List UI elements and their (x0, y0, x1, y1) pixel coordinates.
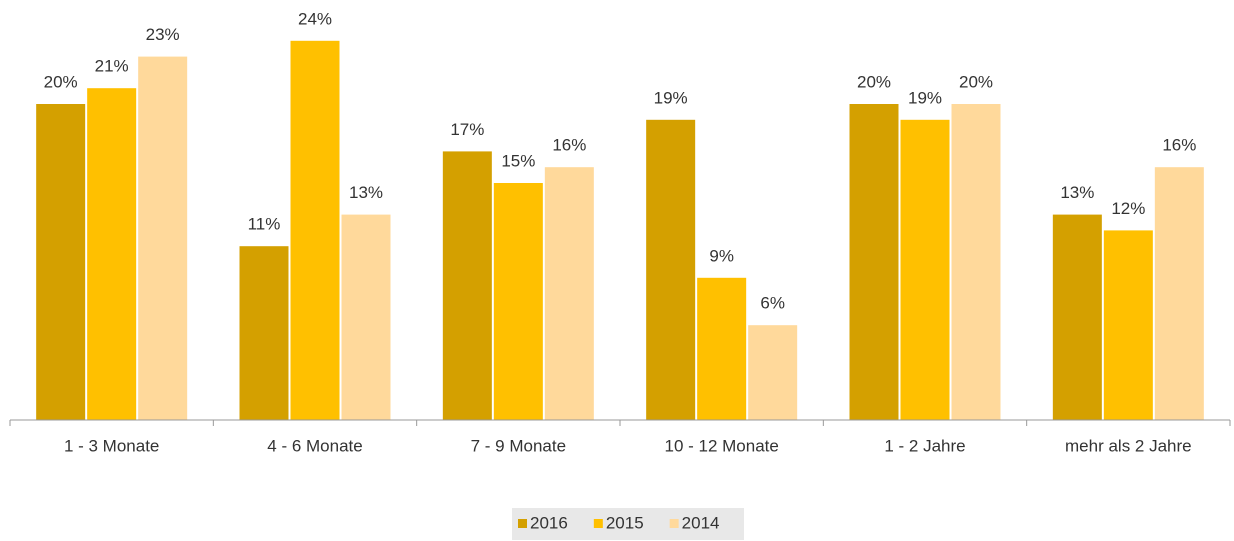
data-label: 12% (1111, 199, 1145, 218)
data-label: 21% (95, 57, 129, 76)
data-label: 13% (349, 183, 383, 202)
data-label: 11% (248, 215, 281, 234)
x-tick-label: 1 - 2 Jahre (884, 436, 965, 455)
data-label: 23% (146, 25, 180, 44)
bar (1052, 214, 1102, 420)
x-tick-label: 4 - 6 Monate (267, 436, 362, 455)
legend-label: 2016 (530, 513, 568, 532)
bar (87, 88, 137, 420)
data-label: 16% (1162, 136, 1196, 155)
bar (493, 183, 543, 420)
bar (646, 119, 696, 421)
x-tick-label: mehr als 2 Jahre (1065, 436, 1192, 455)
bar (697, 277, 747, 420)
legend-label: 2014 (682, 513, 720, 532)
legend-label: 2015 (606, 513, 644, 532)
legend-swatch (593, 519, 603, 528)
bar (748, 325, 798, 420)
bar (951, 104, 1001, 420)
data-label: 20% (44, 72, 78, 91)
bar (1103, 230, 1153, 420)
bar (442, 151, 492, 420)
bar (1154, 167, 1204, 420)
x-tick-label: 1 - 3 Monate (64, 436, 159, 455)
bar (544, 167, 594, 420)
bar (36, 104, 86, 420)
x-tick-label: 7 - 9 Monate (471, 436, 566, 455)
data-label: 20% (857, 72, 891, 91)
data-label: 15% (501, 151, 535, 170)
bar (849, 104, 899, 420)
bar (290, 40, 340, 421)
legend-swatch (518, 519, 527, 528)
data-label: 9% (709, 246, 734, 265)
legend-swatch (669, 519, 679, 528)
bar (138, 56, 188, 420)
x-tick-label: 10 - 12 Monate (664, 436, 778, 455)
bar (341, 214, 391, 420)
data-label: 16% (552, 136, 586, 155)
bar (900, 119, 950, 421)
data-label: 24% (298, 9, 332, 28)
data-label: 13% (1060, 183, 1094, 202)
data-label: 19% (908, 88, 942, 107)
legend-box (512, 508, 744, 540)
bar (239, 246, 289, 420)
data-label: 6% (760, 294, 785, 313)
data-label: 20% (959, 72, 993, 91)
data-label: 19% (654, 88, 688, 107)
data-label: 17% (450, 120, 484, 139)
